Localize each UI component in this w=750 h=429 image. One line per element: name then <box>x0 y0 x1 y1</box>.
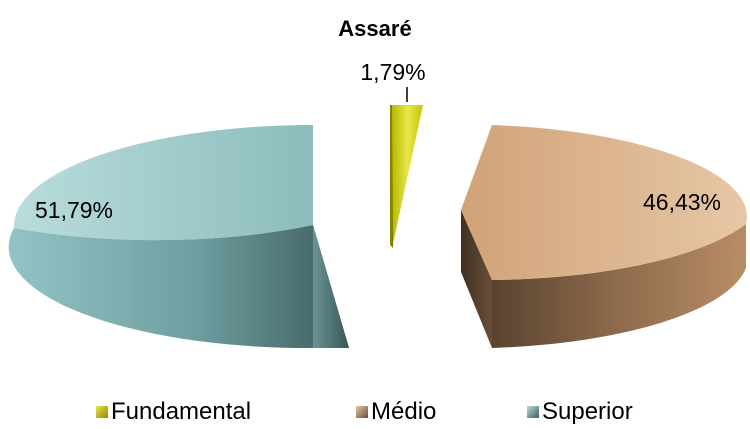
slice-fundamental-top <box>392 105 423 244</box>
slice-superior-cut <box>313 225 349 348</box>
pie-chart: 1,79% 46,43% 51,79% <box>8 59 747 349</box>
legend-label-fundamental: Fundamental <box>111 398 252 425</box>
data-label-medio: 46,43% <box>643 189 721 215</box>
slice-medio <box>461 125 747 348</box>
legend-item-fundamental: Fundamental <box>96 398 251 426</box>
slice-medio-top <box>461 125 747 280</box>
legend-item-superior: Superior <box>527 398 633 426</box>
slice-superior-top <box>13 124 313 241</box>
legend: Fundamental Médio Superior <box>0 398 750 426</box>
legend-swatch-medio <box>356 406 368 418</box>
legend-label-medio: Médio <box>371 398 437 425</box>
data-label-fundamental: 1,79% <box>360 59 425 85</box>
legend-swatch-superior <box>527 406 539 418</box>
slice-superior-side <box>8 225 350 349</box>
slice-superior <box>8 124 350 349</box>
legend-label-superior: Superior <box>542 398 633 425</box>
slice-medio-side <box>492 224 746 348</box>
slice-fundamental <box>390 105 423 248</box>
legend-item-medio: Médio <box>356 398 436 426</box>
chart-title: Assaré <box>338 16 412 41</box>
data-label-superior: 51,79% <box>35 197 113 223</box>
legend-swatch-fundamental <box>96 406 108 418</box>
slice-medio-cut <box>461 210 492 348</box>
